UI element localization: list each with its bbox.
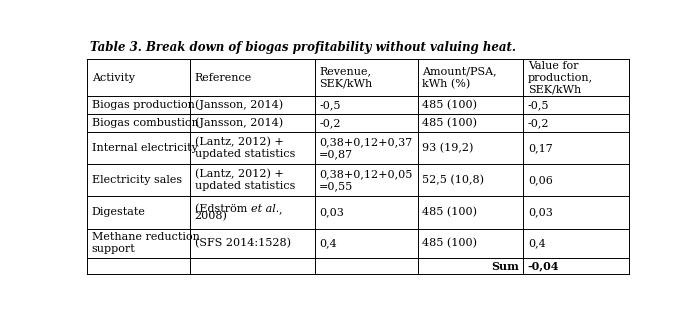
Text: Biogas production: Biogas production <box>92 100 194 110</box>
Text: et al.: et al. <box>250 204 279 214</box>
Text: 0,03: 0,03 <box>319 207 344 217</box>
Text: Revenue,
SEK/kWh: Revenue, SEK/kWh <box>319 67 373 89</box>
Text: -0,2: -0,2 <box>319 118 340 128</box>
Text: 0,17: 0,17 <box>528 143 552 153</box>
Text: (Lantz, 2012) +
updated statistics: (Lantz, 2012) + updated statistics <box>194 169 295 191</box>
Text: (Edström: (Edström <box>194 204 250 215</box>
Text: 0,4: 0,4 <box>528 238 545 248</box>
Text: 0,38+0,12+0,37
=0,87: 0,38+0,12+0,37 =0,87 <box>319 137 412 159</box>
Text: -0,04: -0,04 <box>528 261 559 272</box>
Text: Electricity sales: Electricity sales <box>92 175 182 185</box>
Text: 2008): 2008) <box>194 211 227 221</box>
Text: 0,03: 0,03 <box>528 207 553 217</box>
Text: Biogas combustion: Biogas combustion <box>92 118 199 128</box>
Text: 485 (100): 485 (100) <box>422 118 477 128</box>
Text: 93 (19,2): 93 (19,2) <box>422 143 473 153</box>
Text: Amount/PSA,
kWh (%): Amount/PSA, kWh (%) <box>422 67 497 89</box>
Text: Value for
production,
SEK/kWh: Value for production, SEK/kWh <box>528 61 593 95</box>
Text: -0,5: -0,5 <box>319 100 340 110</box>
Text: -0,5: -0,5 <box>528 100 549 110</box>
Text: (Jansson, 2014): (Jansson, 2014) <box>194 100 283 110</box>
Text: Reference: Reference <box>194 72 252 83</box>
Text: Sum: Sum <box>491 261 519 272</box>
Text: Activity: Activity <box>92 72 135 83</box>
Text: 0,38+0,12+0,05
=0,55: 0,38+0,12+0,05 =0,55 <box>319 169 412 191</box>
Text: (SFS 2014:1528): (SFS 2014:1528) <box>194 238 291 248</box>
Text: Table 3. Break down of biogas profitability without valuing heat.: Table 3. Break down of biogas profitabil… <box>90 41 516 54</box>
Text: -0,2: -0,2 <box>528 118 549 128</box>
Text: 485 (100): 485 (100) <box>422 100 477 110</box>
Text: (Lantz, 2012) +
updated statistics: (Lantz, 2012) + updated statistics <box>194 137 295 159</box>
Text: Digestate: Digestate <box>92 207 145 217</box>
Text: Methane reduction
support: Methane reduction support <box>92 232 200 254</box>
Text: ,: , <box>279 204 282 214</box>
Text: 485 (100): 485 (100) <box>422 238 477 248</box>
Text: 485 (100): 485 (100) <box>422 207 477 218</box>
Text: 52,5 (10,8): 52,5 (10,8) <box>422 175 484 185</box>
Text: (Jansson, 2014): (Jansson, 2014) <box>194 118 283 128</box>
Text: 0,4: 0,4 <box>319 238 337 248</box>
Text: Internal electricity: Internal electricity <box>92 143 198 153</box>
Text: 0,06: 0,06 <box>528 175 553 185</box>
